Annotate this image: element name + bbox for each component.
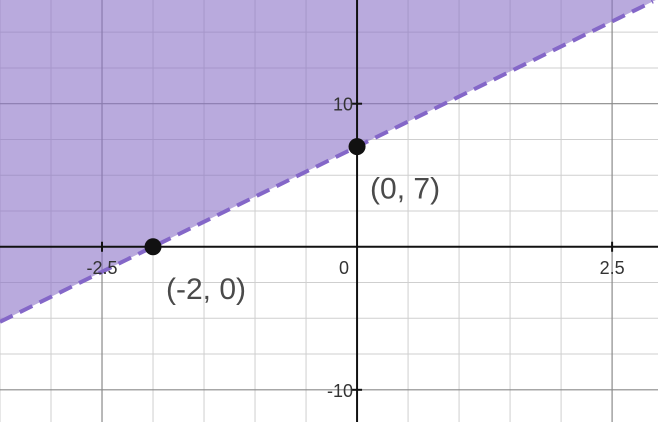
x-tick-label: 2.5 — [600, 258, 625, 278]
point-marker[interactable] — [144, 238, 162, 256]
point-marker[interactable] — [348, 138, 366, 156]
point-label: (-2, 0) — [166, 273, 246, 306]
point-label: (0, 7) — [370, 173, 440, 206]
tick-labels: -2.5 2.5 10 -10 0 — [86, 95, 624, 401]
origin-label: 0 — [339, 258, 349, 278]
boundary-line — [0, 0, 654, 324]
x-tick-label: -2.5 — [86, 258, 117, 278]
y-tick-label: 10 — [333, 95, 353, 115]
solution-region — [0, 0, 658, 322]
axis-ticks — [101, 102, 614, 391]
points: (-2, 0) (0, 7) — [144, 138, 440, 306]
y-tick-label: -10 — [327, 381, 353, 401]
